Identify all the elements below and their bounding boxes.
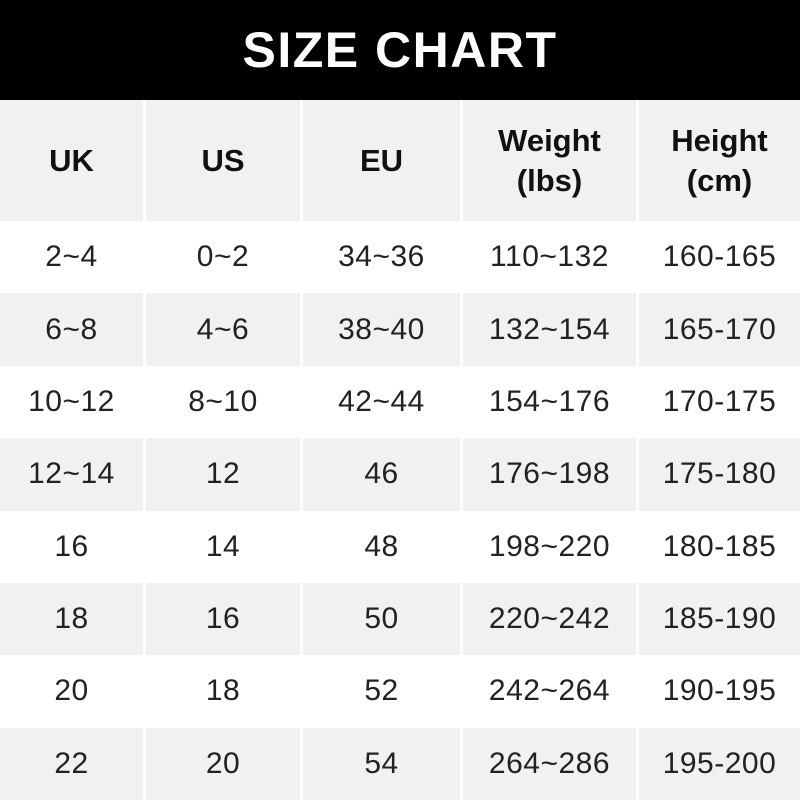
cell-us-row3: 8~10 [146, 365, 300, 439]
cell-weight-row8: 264~286 [463, 727, 636, 800]
cell-height-row6: 185-190 [639, 582, 800, 656]
cell-us-row8: 20 [146, 727, 300, 800]
cell-weight-row1: 110~132 [463, 221, 636, 294]
cell-uk-row6: 18 [0, 582, 143, 656]
column-header-label: Weight [498, 122, 601, 158]
cell-height-row2: 165-170 [639, 293, 800, 366]
cell-height-row3: 170-175 [639, 365, 800, 439]
cell-uk-row2: 6~8 [0, 293, 143, 366]
cell-us-row6: 16 [146, 582, 300, 656]
page-title: SIZE CHART [242, 22, 558, 78]
cell-weight-row2: 132~154 [463, 293, 636, 366]
column-header-eu: EU [303, 100, 460, 221]
column-header-label: US [201, 142, 245, 178]
cell-height-row4: 175-180 [639, 438, 800, 511]
cell-eu-row2: 38~40 [303, 293, 460, 366]
cell-us-row2: 4~6 [146, 293, 300, 366]
cell-weight-row4: 176~198 [463, 438, 636, 511]
cell-height-row1: 160-165 [639, 221, 800, 294]
column-header-height: Height (cm) [639, 100, 800, 221]
column-header-sublabel: (cm) [686, 162, 753, 198]
cell-weight-row6: 220~242 [463, 582, 636, 656]
cell-eu-row7: 52 [303, 655, 460, 728]
cell-eu-row8: 54 [303, 727, 460, 800]
column-header-us: US [146, 100, 300, 221]
cell-us-row1: 0~2 [146, 221, 300, 294]
column-header-label: EU [359, 142, 404, 178]
cell-eu-row1: 34~36 [303, 221, 460, 294]
column-header-label: UK [49, 142, 94, 178]
cell-us-row4: 12 [146, 438, 300, 511]
cell-us-row5: 14 [146, 510, 300, 583]
cell-eu-row6: 50 [303, 582, 460, 656]
cell-weight-row5: 198~220 [463, 510, 636, 583]
cell-uk-row4: 12~14 [0, 438, 143, 511]
column-header-uk: UK [0, 100, 143, 221]
cell-uk-row3: 10~12 [0, 365, 143, 439]
cell-us-row7: 18 [146, 655, 300, 728]
cell-uk-row8: 22 [0, 727, 143, 800]
cell-eu-row5: 48 [303, 510, 460, 583]
column-header-weight: Weight (lbs) [463, 100, 636, 221]
column-header-sublabel: (lbs) [516, 162, 583, 198]
cell-weight-row7: 242~264 [463, 655, 636, 728]
title-bar: SIZE CHART [0, 0, 800, 100]
cell-height-row8: 195-200 [639, 727, 800, 800]
column-header-label: Height [671, 122, 768, 158]
cell-uk-row7: 20 [0, 655, 143, 728]
cell-height-row5: 180-185 [639, 510, 800, 583]
cell-height-row7: 190-195 [639, 655, 800, 728]
cell-uk-row5: 16 [0, 510, 143, 583]
cell-eu-row3: 42~44 [303, 365, 460, 439]
cell-weight-row3: 154~176 [463, 365, 636, 439]
cell-uk-row1: 2~4 [0, 221, 143, 294]
cell-eu-row4: 46 [303, 438, 460, 511]
size-table: UK US EU Weight (lbs) Height (cm) 2~4 0~2 34~36 11… [0, 100, 800, 800]
